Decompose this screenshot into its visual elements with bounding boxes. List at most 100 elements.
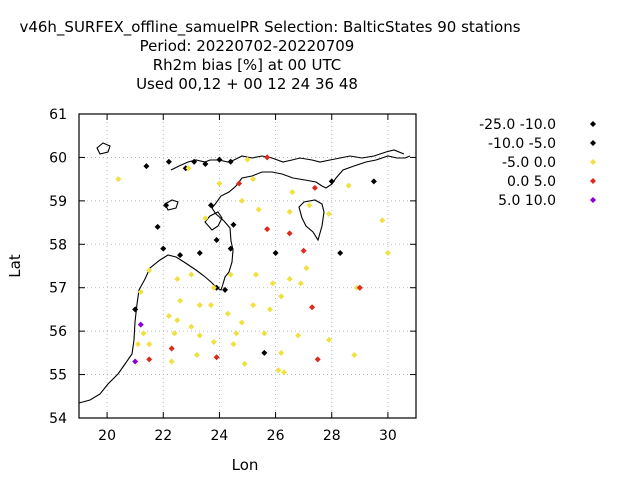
station-point-series-0: [213, 236, 220, 243]
station-point-series-0: [196, 249, 203, 256]
station-point-series-2: [295, 332, 302, 339]
station-point-series-2: [325, 336, 332, 343]
station-point-series-2: [177, 297, 184, 304]
station-point-series-2: [137, 289, 144, 296]
island-aland: [96, 142, 111, 155]
station-point-series-2: [171, 330, 178, 337]
y-tick-label: 60: [49, 150, 67, 166]
y-tick-label: 59: [49, 194, 67, 210]
station-point-series-2: [281, 369, 288, 376]
legend-marker: [590, 121, 596, 127]
station-point-series-4: [132, 358, 139, 365]
station-point-series-2: [278, 293, 285, 300]
y-tick-label: 56: [49, 324, 67, 340]
station-point-series-2: [297, 280, 304, 287]
station-point-series-2: [250, 176, 257, 183]
legend-label: -25.0 -10.0: [479, 117, 556, 133]
station-point-series-2: [174, 276, 181, 283]
station-points: [115, 154, 391, 376]
title-line-1: v46h_SURFEX_offline_samuelPR Selection: …: [19, 18, 520, 37]
station-point-series-2: [168, 358, 175, 365]
station-point-series-2: [185, 165, 192, 172]
station-point-series-2: [210, 339, 217, 345]
station-point-series-0: [191, 158, 198, 165]
legend: -25.0 -10.0 -10.0 -5.0 -5.0 0.0 0.0 5.0 5.0 …: [479, 117, 596, 209]
station-point-series-2: [233, 330, 240, 337]
station-point-series-2: [384, 249, 391, 256]
station-point-series-0: [163, 202, 170, 209]
station-point-series-0: [165, 158, 172, 165]
station-point-series-2: [146, 267, 153, 274]
x-tick-label: 22: [154, 428, 172, 444]
station-point-series-2: [140, 330, 147, 337]
legend-label: 5.0 10.0: [498, 193, 556, 209]
station-point-series-0: [143, 163, 150, 170]
coastline-north: [170, 149, 405, 171]
station-point-series-2: [303, 265, 310, 272]
station-point-series-2: [188, 323, 195, 330]
legend-label: -10.0 -5.0: [488, 136, 556, 152]
y-tick-label: 58: [49, 237, 67, 253]
station-point-series-2: [224, 310, 231, 317]
x-axis-label: Lon: [232, 456, 259, 474]
legend-marker: [590, 178, 596, 184]
station-point-series-2: [286, 208, 293, 215]
station-point-series-2: [351, 352, 358, 359]
station-point-series-2: [269, 280, 276, 287]
station-point-series-2: [227, 271, 234, 278]
y-axis-label: Lat: [6, 254, 24, 278]
station-point-series-3: [264, 226, 271, 233]
station-point-series-1: [207, 202, 214, 209]
station-point-series-2: [146, 341, 153, 348]
station-point-series-2: [216, 180, 223, 187]
station-point-series-3: [264, 154, 271, 161]
station-point-series-2: [325, 210, 332, 217]
station-point-series-0: [272, 249, 279, 256]
island-hiiumaa: [164, 199, 179, 211]
station-point-series-0: [337, 249, 344, 256]
station-point-series-0: [202, 160, 209, 167]
station-point-series-2: [238, 197, 245, 204]
station-point-series-2: [379, 217, 386, 224]
station-point-series-3: [311, 184, 318, 191]
station-point-series-3: [309, 304, 316, 311]
station-point-series-2: [261, 330, 268, 337]
station-point-series-0: [227, 158, 234, 165]
title-line-4: Used 00,12 + 00 12 24 36 48: [136, 75, 358, 93]
station-point-series-2: [115, 176, 122, 183]
station-point-series-3: [146, 356, 153, 363]
y-tick-label: 57: [49, 281, 67, 297]
title-line-2: Period: 20220702-20220709: [140, 37, 355, 55]
station-point-series-2: [306, 202, 313, 209]
station-point-series-0: [216, 156, 223, 163]
station-point-series-3: [314, 356, 321, 363]
legend-marker: [590, 159, 596, 165]
station-point-series-2: [196, 302, 203, 309]
station-point-series-2: [275, 367, 282, 374]
station-point-series-0: [160, 245, 167, 252]
station-point-series-2: [207, 302, 214, 309]
station-point-series-3: [236, 180, 243, 187]
station-point-series-0: [132, 306, 139, 313]
station-point-series-2: [278, 349, 285, 356]
coastline-mainland: [78, 155, 411, 404]
station-point-series-0: [227, 245, 234, 252]
legend-label: 0.0 5.0: [507, 174, 556, 190]
x-tick-label: 30: [379, 428, 397, 444]
station-point-series-2: [286, 276, 293, 283]
plot-frame: [78, 113, 417, 419]
station-point-series-3: [300, 247, 307, 254]
station-point-series-1: [230, 221, 237, 228]
station-point-series-2: [210, 284, 217, 291]
station-point-series-2: [345, 182, 352, 189]
station-point-series-0: [328, 178, 335, 185]
station-point-series-2: [174, 317, 181, 324]
station-point-series-2: [241, 360, 248, 367]
station-point-series-2: [230, 341, 237, 348]
station-point-series-2: [202, 215, 209, 222]
station-point-series-2: [165, 312, 172, 319]
y-tick-label: 55: [49, 368, 67, 384]
x-tick-label: 26: [267, 428, 285, 444]
y-tick-label: 54: [49, 411, 67, 427]
